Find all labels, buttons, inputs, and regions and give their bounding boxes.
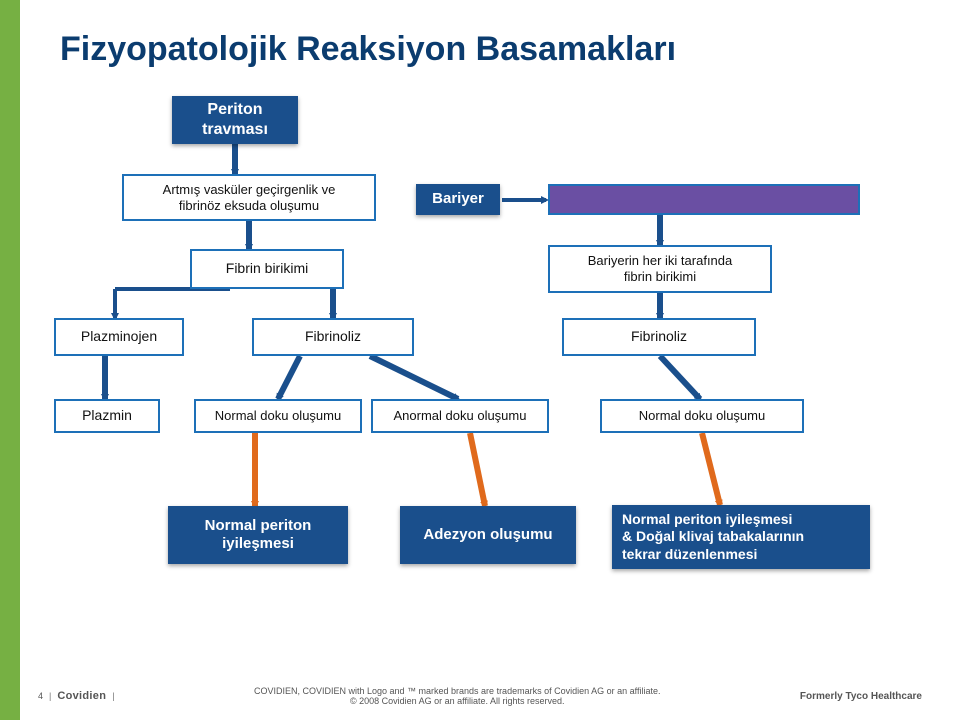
- box-plazminojen: Plazminojen: [54, 318, 184, 356]
- box-fibrinoliz2: Fibrinoliz: [562, 318, 756, 356]
- box-artmis: Artmış vasküler geçirgenlik ve fibrinöz …: [122, 174, 376, 221]
- connectors-layer: [0, 0, 960, 720]
- slide-root: Fizyopatolojik Reaksiyon Basamakları Per…: [0, 0, 960, 720]
- box-rightbar: [548, 184, 860, 215]
- box-plazmin: Plazmin: [54, 399, 160, 433]
- box-normal_periton: Normal periton iyileşmesi: [168, 506, 348, 564]
- separator-icon: |: [49, 691, 51, 701]
- box-periton: Periton travması: [172, 96, 298, 144]
- box-normal_periton2: Normal periton iyileşmesi & Doğal klivaj…: [612, 505, 870, 569]
- box-normal_doku2: Normal doku oluşumu: [600, 399, 804, 433]
- footer-center: COVIDIEN, COVIDIEN with Logo and ™ marke…: [115, 686, 800, 706]
- footer-right: Formerly Tyco Healthcare: [800, 691, 922, 702]
- footer-left: 4 | Covidien |: [38, 690, 115, 702]
- footer-copyright-line: © 2008 Covidien AG or an affiliate. All …: [115, 696, 800, 706]
- footer-brand: Covidien: [57, 690, 106, 702]
- box-bariyer: Bariyer: [416, 184, 500, 215]
- accent-sidebar: [0, 0, 20, 720]
- box-fibrin_birikimi: Fibrin birikimi: [190, 249, 344, 289]
- box-normal_doku1: Normal doku oluşumu: [194, 399, 362, 433]
- slide-footer: 4 | Covidien | COVIDIEN, COVIDIEN with L…: [38, 686, 922, 706]
- box-bariyerin_iki: Bariyerin her iki tarafında fibrin birik…: [548, 245, 772, 293]
- box-fibrinoliz1: Fibrinoliz: [252, 318, 414, 356]
- box-anormal_doku: Anormal doku oluşumu: [371, 399, 549, 433]
- slide-title: Fizyopatolojik Reaksiyon Basamakları: [60, 30, 676, 69]
- box-adezyon: Adezyon oluşumu: [400, 506, 576, 564]
- footer-trademark-line: COVIDIEN, COVIDIEN with Logo and ™ marke…: [115, 686, 800, 696]
- page-number: 4: [38, 691, 43, 701]
